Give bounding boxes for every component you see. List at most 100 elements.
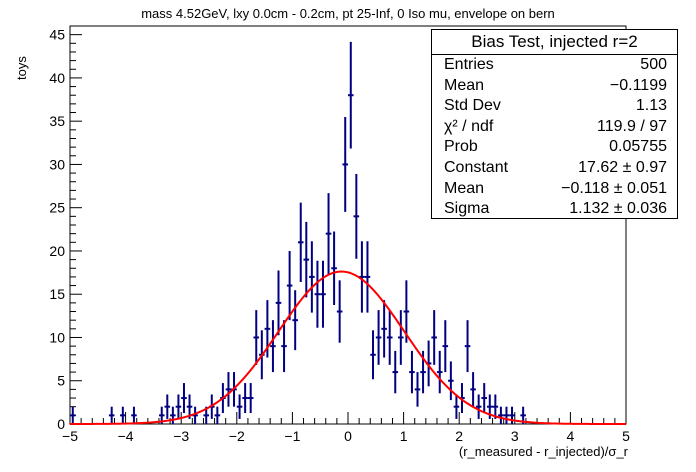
data-point bbox=[409, 350, 415, 394]
data-point bbox=[481, 383, 487, 414]
data-point bbox=[381, 300, 387, 358]
stats-row-label: Prob bbox=[444, 138, 478, 156]
x-tick-label: −3 bbox=[173, 428, 189, 444]
data-point bbox=[403, 280, 410, 343]
x-tick-label: −4 bbox=[118, 428, 134, 444]
data-point bbox=[398, 310, 404, 365]
stats-row-label: Sigma bbox=[444, 200, 490, 218]
data-point bbox=[303, 221, 310, 298]
y-axis-label: toys bbox=[14, 56, 29, 80]
data-point bbox=[236, 394, 243, 419]
stats-row-label: Std Dev bbox=[444, 97, 501, 115]
data-point bbox=[386, 310, 393, 365]
data-point bbox=[247, 383, 254, 414]
data-point bbox=[181, 383, 187, 414]
y-tick-label: 15 bbox=[49, 286, 65, 302]
data-point bbox=[120, 406, 126, 424]
stats-row-value: 0.05755 bbox=[609, 138, 667, 156]
stats-row: Sigma 1.132 ± 0.036 bbox=[432, 199, 677, 220]
data-point bbox=[436, 350, 443, 394]
stats-box-title: Bias Test, injected r=2 bbox=[432, 30, 677, 55]
stats-row-label: Mean bbox=[444, 179, 485, 197]
data-point bbox=[370, 330, 376, 380]
data-point bbox=[342, 117, 348, 212]
x-tick-label: −1 bbox=[284, 428, 300, 444]
data-point bbox=[336, 280, 343, 343]
data-point bbox=[175, 394, 182, 419]
y-tick-label: 30 bbox=[49, 156, 65, 172]
data-point bbox=[442, 320, 449, 373]
data-point bbox=[131, 406, 137, 424]
gaussian-fit-curve bbox=[69, 270, 626, 425]
stats-row: Entries 500 bbox=[432, 55, 677, 76]
stats-row: Prob 0.05755 bbox=[432, 137, 677, 158]
y-tick-label: 45 bbox=[49, 27, 65, 43]
stats-row-value: 1.132 ± 0.036 bbox=[569, 200, 667, 218]
stats-row-label: χ² / ndf bbox=[444, 117, 494, 135]
data-point bbox=[292, 290, 298, 351]
y-tick-label: 35 bbox=[49, 113, 65, 129]
data-point bbox=[297, 202, 304, 282]
y-tick-label: 25 bbox=[49, 200, 65, 216]
x-tick-label: 0 bbox=[344, 428, 352, 444]
y-tick-label: 20 bbox=[49, 243, 65, 259]
data-point bbox=[392, 350, 399, 394]
x-tick-label: 4 bbox=[567, 428, 575, 444]
chart-title: mass 4.52GeV, lxy 0.0cm - 0.2cm, pt 25-I… bbox=[141, 6, 555, 21]
data-point bbox=[364, 241, 371, 313]
x-tick-label: 1 bbox=[400, 428, 408, 444]
x-tick-label: 5 bbox=[622, 428, 630, 444]
data-point bbox=[353, 173, 360, 259]
stats-row-value: −0.118 ± 0.051 bbox=[561, 179, 667, 197]
data-point bbox=[470, 372, 476, 407]
data-point bbox=[70, 406, 76, 424]
y-tick-label: 40 bbox=[49, 70, 65, 86]
data-point bbox=[331, 231, 337, 305]
data-point bbox=[286, 250, 293, 321]
x-tick-label: −5 bbox=[62, 428, 78, 444]
data-point bbox=[281, 320, 287, 373]
data-point bbox=[214, 406, 221, 424]
data-point bbox=[414, 372, 421, 407]
data-point bbox=[242, 383, 248, 414]
y-tick-label: 0 bbox=[57, 416, 65, 432]
stats-row-label: Entries bbox=[444, 56, 494, 73]
stats-row: Constant 17.62 ± 0.97 bbox=[432, 158, 677, 179]
data-point bbox=[253, 310, 260, 365]
stats-row-label: Mean bbox=[444, 76, 485, 94]
data-point bbox=[314, 260, 321, 328]
data-point bbox=[225, 372, 232, 407]
data-point bbox=[448, 361, 454, 401]
data-point bbox=[431, 310, 437, 365]
data-point bbox=[108, 406, 115, 424]
x-tick-label: 3 bbox=[511, 428, 519, 444]
data-point bbox=[348, 41, 354, 149]
data-point bbox=[503, 406, 510, 424]
stats-row-value: 1.13 bbox=[635, 97, 667, 115]
data-point bbox=[320, 260, 326, 328]
stats-row-value: −0.1199 bbox=[609, 76, 667, 94]
data-point bbox=[164, 394, 171, 419]
stats-row: Mean −0.1199 bbox=[432, 76, 677, 97]
stats-row: χ² / ndf 119.9 / 97 bbox=[432, 117, 677, 138]
stats-row-value: 17.62 ± 0.97 bbox=[578, 158, 667, 176]
stats-row: Std Dev 1.13 bbox=[432, 96, 677, 117]
stats-rows: Entries 500 Mean −0.1199 Std Dev 1.13 χ² / ndf… bbox=[432, 55, 677, 220]
data-point bbox=[498, 406, 504, 424]
data-point bbox=[325, 193, 332, 275]
data-point bbox=[475, 394, 482, 419]
stats-row-value: 500 bbox=[640, 56, 667, 73]
y-tick-label: 10 bbox=[49, 329, 65, 345]
data-point bbox=[464, 320, 471, 373]
stats-row-label: Constant bbox=[444, 158, 509, 176]
data-point bbox=[375, 310, 382, 365]
y-tick-label: 5 bbox=[57, 373, 65, 389]
data-point bbox=[170, 406, 176, 424]
stats-box: Bias Test, injected r=2 Entries 500 Mean −0… bbox=[431, 29, 678, 219]
stats-row-value: 119.9 / 97 bbox=[597, 117, 667, 135]
x-tick-label: 2 bbox=[455, 428, 463, 444]
data-point bbox=[270, 320, 276, 373]
data-point bbox=[453, 394, 460, 419]
x-tick-label: −2 bbox=[229, 428, 245, 444]
